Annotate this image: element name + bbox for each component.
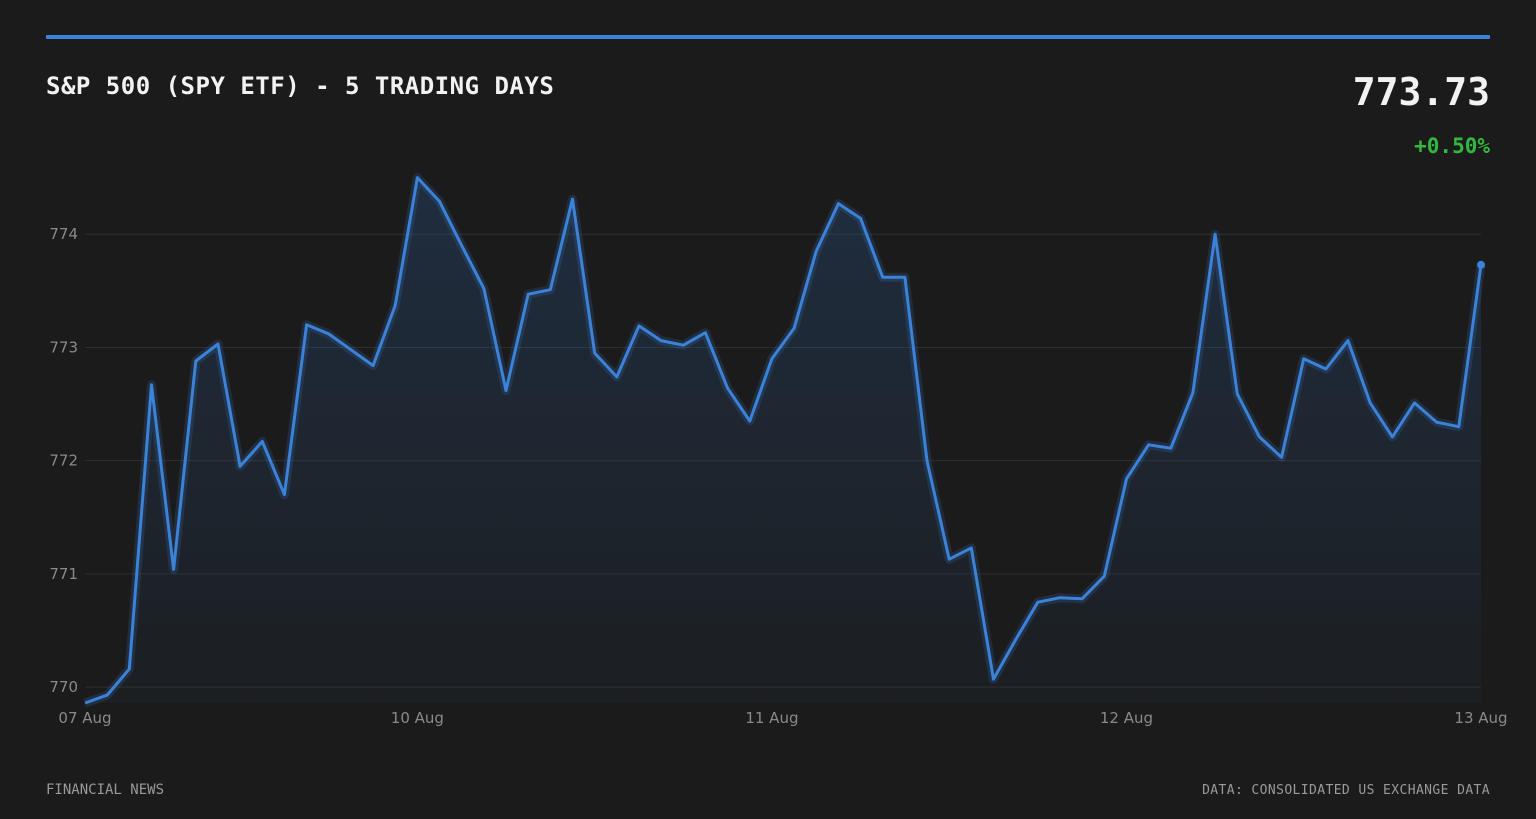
y-tick-label: 772 [49, 452, 78, 470]
footer-source: FINANCIAL NEWS [46, 782, 165, 798]
x-tick-label: 11 Aug [745, 709, 798, 727]
y-tick-label: 771 [49, 565, 78, 583]
price-area [85, 177, 1481, 704]
top-accent-rule [46, 35, 1490, 39]
y-tick-label: 774 [49, 225, 78, 243]
x-tick-label: 10 Aug [391, 709, 444, 727]
x-tick-label: 07 Aug [58, 709, 111, 727]
price-change: +0.50% [1414, 134, 1490, 158]
y-axis: 770 771 772 773 774 [49, 225, 78, 696]
footer-data-credit: DATA: CONSOLIDATED US EXCHANGE DATA [1202, 783, 1490, 798]
y-tick-label: 770 [49, 678, 78, 696]
x-axis: 07 Aug 10 Aug 11 Aug 12 Aug 13 Aug [58, 709, 1507, 727]
x-tick-label: 13 Aug [1454, 709, 1507, 727]
current-price: 773.73 [1352, 70, 1490, 114]
last-price-point [1477, 260, 1485, 269]
price-line [84, 176, 1483, 705]
chart-title: S&P 500 (SPY ETF) - 5 TRADING DAYS [46, 72, 555, 100]
y-tick-label: 773 [49, 338, 78, 356]
x-tick-label: 12 Aug [1100, 709, 1153, 727]
